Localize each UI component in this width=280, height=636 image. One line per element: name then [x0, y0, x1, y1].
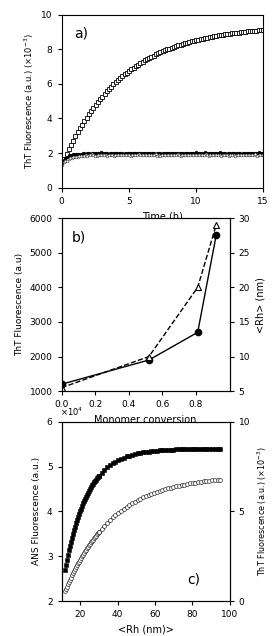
Text: a): a)	[74, 27, 88, 41]
Y-axis label: ThT Fluorescence (a.u): ThT Fluorescence (a.u)	[15, 253, 24, 356]
Y-axis label: <Rh> (nm): <Rh> (nm)	[256, 277, 266, 333]
Y-axis label: ANS Fluorescence (a.u.): ANS Fluorescence (a.u.)	[32, 457, 41, 565]
Text: b): b)	[72, 230, 86, 244]
X-axis label: <Rh (nm)>: <Rh (nm)>	[118, 625, 174, 635]
Y-axis label: ThT Fluorescence (a.u.) ($\times$10$^{-3}$): ThT Fluorescence (a.u.) ($\times$10$^{-3…	[256, 446, 269, 576]
Text: $\times$10$^{4}$: $\times$10$^{4}$	[60, 406, 83, 418]
X-axis label: Monomer conversion: Monomer conversion	[94, 415, 197, 425]
Y-axis label: ThT Fluorescence (a.u.) ($\times$10$^{-3}$): ThT Fluorescence (a.u.) ($\times$10$^{-3…	[22, 33, 36, 169]
X-axis label: Time (h): Time (h)	[142, 211, 183, 221]
Text: c): c)	[188, 572, 200, 586]
